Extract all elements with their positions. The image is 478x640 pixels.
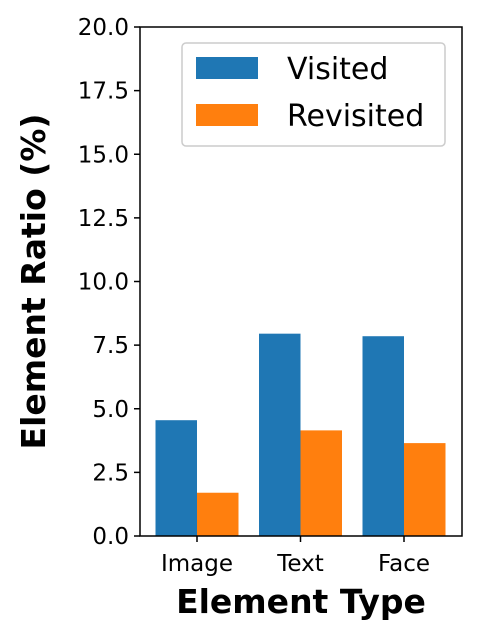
legend-label-visited: Visited <box>287 52 388 87</box>
legend-swatch-revisited <box>196 104 258 126</box>
legend: Visited Revisited <box>181 42 446 147</box>
x-tick-label: Face <box>378 551 430 577</box>
legend-swatch-visited <box>196 57 258 79</box>
legend-label-revisited: Revisited <box>287 99 424 134</box>
x-axis-ticks: Image Text Face <box>161 536 430 577</box>
y-tick-label: 20.0 <box>78 15 129 41</box>
y-axis-title: Element Ratio (%) <box>14 114 53 450</box>
bars-group <box>155 333 446 536</box>
y-axis-ticks: 0.0 2.5 5.0 7.5 10.0 12.5 15.0 17.5 20.0 <box>78 15 140 550</box>
bar-revisited-face <box>404 443 446 536</box>
x-tick-label: Text <box>276 551 324 577</box>
bar-visited-face <box>362 336 404 536</box>
bar-revisited-image <box>197 492 239 536</box>
bar-visited-text <box>259 333 301 536</box>
y-tick-label: 0.0 <box>92 524 129 550</box>
y-tick-label: 15.0 <box>78 142 129 168</box>
y-tick-label: 10.0 <box>78 270 129 296</box>
y-tick-label: 7.5 <box>92 333 129 359</box>
x-tick-label: Image <box>161 551 233 577</box>
y-tick-label: 12.5 <box>78 206 129 232</box>
y-tick-label: 5.0 <box>92 397 129 423</box>
x-axis-title: Element Type <box>176 582 426 621</box>
y-tick-label: 2.5 <box>92 460 129 486</box>
y-tick-label: 17.5 <box>78 79 129 105</box>
bar-revisited-text <box>300 430 342 536</box>
bar-visited-image <box>155 420 197 536</box>
